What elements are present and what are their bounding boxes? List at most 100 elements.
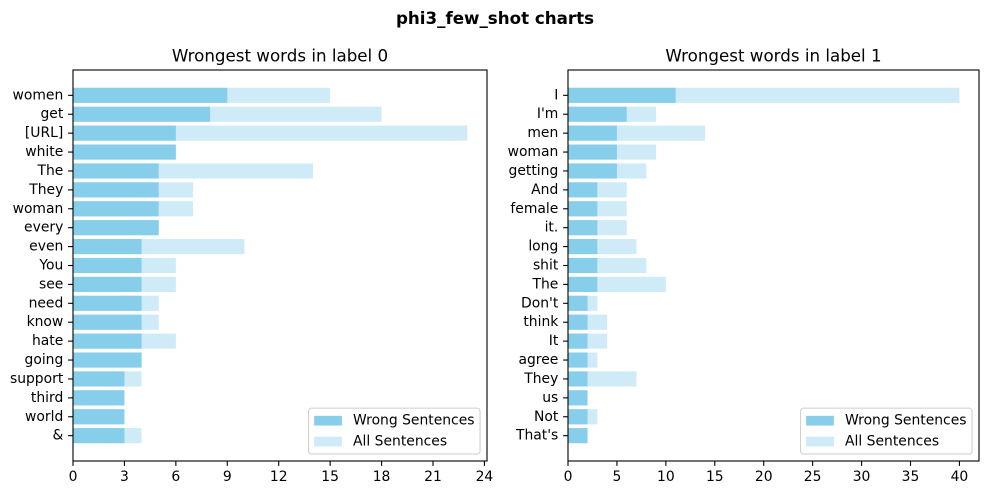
legend: Wrong Sentences All Sentences <box>800 407 973 455</box>
ytick-label: even <box>29 239 63 255</box>
ytick-label: They <box>28 182 63 198</box>
xtick-label: 35 <box>902 469 920 485</box>
bar-wrong-sentences <box>73 390 125 406</box>
bar-wrong-sentences <box>568 352 588 368</box>
ytick-label: agree <box>518 352 558 368</box>
xtick-label: 25 <box>804 469 822 485</box>
ytick-label: men <box>527 125 558 141</box>
ytick-label: Not <box>534 409 559 425</box>
xtick-label: 15 <box>706 469 724 485</box>
ytick-label: get <box>40 106 63 122</box>
axes-frame <box>567 69 980 462</box>
bar-wrong-sentences <box>568 182 598 198</box>
bar-wrong-sentences <box>73 144 176 160</box>
bar-wrong-sentences <box>568 295 588 311</box>
legend-swatch-wrong-sentences <box>314 415 342 426</box>
bars <box>73 87 468 444</box>
bar-wrong-sentences <box>568 371 588 387</box>
ytick-label: [URL] <box>25 125 63 141</box>
xtick-label: 15 <box>321 469 339 485</box>
ytick-label: know <box>27 314 64 330</box>
bar-wrong-sentences <box>568 239 598 255</box>
ytick-label: female <box>510 201 558 217</box>
ytick-label: long <box>528 239 558 255</box>
xtick-label: 5 <box>613 469 622 485</box>
chart-title: Wrongest words in label 0 <box>172 46 388 66</box>
bar-wrong-sentences <box>73 220 159 236</box>
legend-label: Wrong Sentences <box>353 413 474 429</box>
ytick-label: Don't <box>521 295 559 311</box>
bar-wrong-sentences <box>568 314 588 330</box>
ytick-label: And <box>531 182 558 198</box>
ytick-label: I <box>554 87 558 103</box>
ytick-label: think <box>523 314 558 330</box>
chart-wrongest-words-label-0: Wrongest words in label 0 women get [URL] wh… <box>10 46 493 485</box>
ytick-label: The <box>36 163 63 179</box>
ytick-label: world <box>25 409 63 425</box>
ytick-label: shit <box>533 258 559 274</box>
bar-wrong-sentences <box>568 106 627 122</box>
ytick-label: women <box>13 87 64 103</box>
ytick-label: That's <box>515 428 558 444</box>
bar-wrong-sentences <box>73 333 142 349</box>
ytick-label: hate <box>32 333 63 349</box>
ytick-label: need <box>29 295 64 311</box>
legend-label: Wrong Sentences <box>845 413 966 429</box>
bar-wrong-sentences <box>568 409 588 425</box>
chart-title: Wrongest words in label 1 <box>665 46 881 66</box>
bar-wrong-sentences <box>73 409 125 425</box>
bar-wrong-sentences <box>73 106 211 122</box>
axes-frame <box>72 69 488 462</box>
ytick-label: The <box>531 276 558 292</box>
ytick-label: it. <box>545 220 559 236</box>
xtick-label: 20 <box>755 469 773 485</box>
bar-wrong-sentences <box>73 239 142 255</box>
bar-wrong-sentences <box>568 201 598 217</box>
ytick-label: woman <box>508 144 559 160</box>
bar-wrong-sentences <box>568 163 617 179</box>
ytick-label: & <box>52 428 63 444</box>
chart-wrongest-words-label-1: Wrongest words in label 1 I I'm men woman get… <box>508 46 980 485</box>
xtick-label: 10 <box>657 469 675 485</box>
legend-swatch-all-sentences <box>806 436 834 447</box>
xtick-label: 21 <box>424 469 442 485</box>
ytick-label: It <box>549 333 559 349</box>
xtick-label: 40 <box>951 469 969 485</box>
bar-wrong-sentences <box>73 276 142 292</box>
bar-wrong-sentences <box>73 371 125 387</box>
ytick-label: support <box>10 371 64 387</box>
legend-label: All Sentences <box>845 434 939 450</box>
bar-wrong-sentences <box>568 276 598 292</box>
bar-wrong-sentences <box>73 257 142 274</box>
figure-suptitle: phi3_few_shot charts <box>396 8 594 28</box>
ytick-label: They <box>523 371 558 387</box>
bar-wrong-sentences <box>568 220 598 236</box>
legend-frame <box>800 407 973 455</box>
xtick-label: 3 <box>120 469 129 485</box>
ytick-label: I'm <box>537 106 558 122</box>
bar-wrong-sentences <box>73 125 176 141</box>
ytick-label: see <box>39 276 63 292</box>
xtick-label: 18 <box>373 469 391 485</box>
ytick-label: white <box>25 144 63 160</box>
xtick-label: 30 <box>853 469 871 485</box>
xtick-label: 0 <box>69 469 78 485</box>
xtick-label: 12 <box>270 469 288 485</box>
bar-wrong-sentences <box>568 333 588 349</box>
xtick-label: 24 <box>476 469 494 485</box>
bar-wrong-sentences <box>568 390 588 406</box>
bar-wrong-sentences <box>73 182 159 198</box>
bar-wrong-sentences <box>568 125 617 141</box>
bar-wrong-sentences <box>73 352 142 368</box>
legend-swatch-all-sentences <box>314 436 342 447</box>
ytick-label: third <box>31 390 63 406</box>
ytick-label: You <box>38 258 63 274</box>
ytick-label: us <box>542 390 558 406</box>
legend: Wrong Sentences All Sentences <box>308 407 481 455</box>
bar-wrong-sentences <box>568 428 588 444</box>
ytick-label: getting <box>509 163 559 179</box>
bar-wrong-sentences <box>73 87 228 103</box>
legend-swatch-wrong-sentences <box>806 415 834 426</box>
bar-wrong-sentences <box>73 201 159 217</box>
